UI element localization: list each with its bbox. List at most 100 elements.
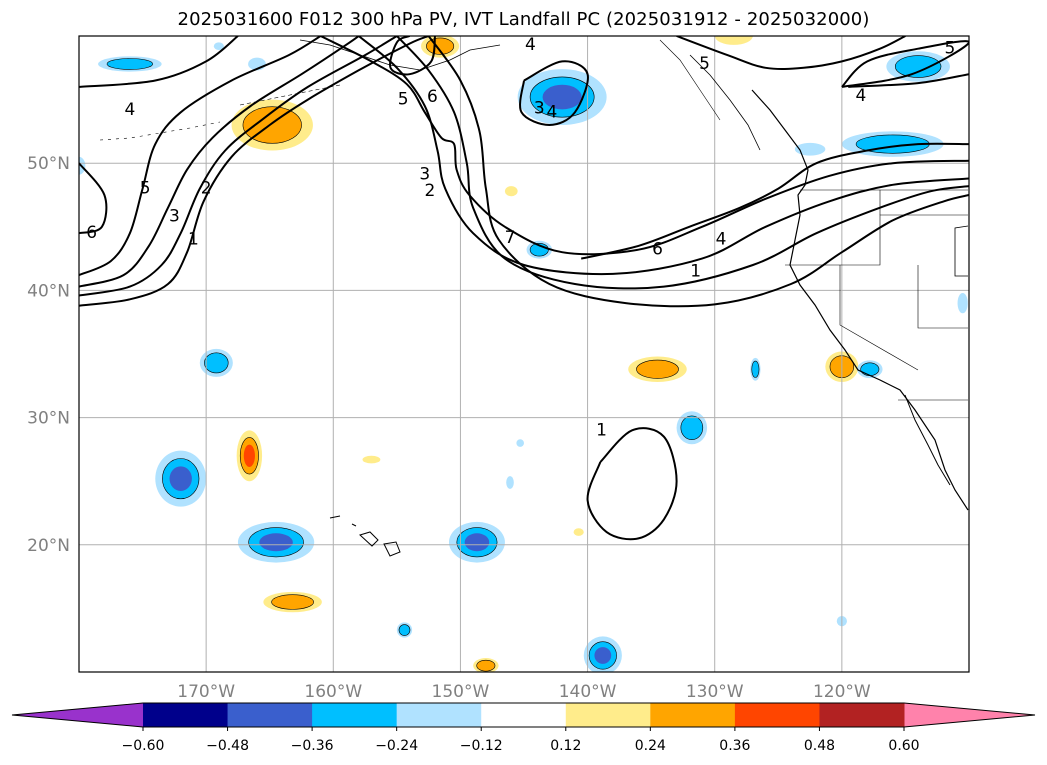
pv-contour-3 xyxy=(519,60,589,127)
negative-pc-anomaly xyxy=(794,142,826,156)
negative-pc-anomaly xyxy=(213,42,224,50)
negative-pc-anomaly xyxy=(526,240,552,259)
anomaly-level xyxy=(594,647,612,664)
colorbar-tick-label: −0.12 xyxy=(460,738,503,754)
lon-tick-label: 130°W xyxy=(686,682,744,702)
colorbar-extend-min xyxy=(12,703,143,727)
pv-contour-label: 6 xyxy=(427,87,438,107)
pv-contour-1 xyxy=(427,36,969,308)
pv-contour-1 xyxy=(586,427,678,541)
latitude-tick-labels: 20°N 30°N 40°N 50°N xyxy=(27,154,70,556)
chart-title: 2025031600 F012 300 hPa PV, IVT Landfall… xyxy=(177,9,870,30)
anomaly-level xyxy=(680,415,704,440)
positive-pc-anomaly xyxy=(473,658,499,672)
map-frame xyxy=(78,35,970,673)
pv-contour-6 xyxy=(389,36,436,76)
colorbar-segment xyxy=(396,703,482,727)
pv-contour-label: 4 xyxy=(547,102,558,122)
negative-pc-anomaly xyxy=(199,348,233,377)
pv-contour-label: 7 xyxy=(505,228,516,248)
lat-tick-label: 30°N xyxy=(27,409,70,429)
pv-contour-label: 1 xyxy=(690,261,701,281)
anomaly-level xyxy=(464,533,490,552)
anomaly-level xyxy=(714,36,753,45)
colorbar-tick-label: −0.60 xyxy=(122,738,165,754)
anomaly-level xyxy=(169,466,192,491)
anomaly-level xyxy=(794,142,826,156)
colorbar-segment xyxy=(565,703,651,727)
positive-pc-anomaly xyxy=(236,430,263,482)
anomaly-level xyxy=(573,528,584,536)
pv-contour-3 xyxy=(358,36,969,276)
pv-contour-label: 3 xyxy=(534,99,545,119)
pv-contour-4 xyxy=(320,36,969,256)
negative-pc-anomaly xyxy=(506,476,514,489)
pv-contour-label: 4 xyxy=(124,100,135,120)
pv-contour-label: 5 xyxy=(398,90,409,110)
colorbar-segment xyxy=(734,703,820,727)
negative-pc-anomaly xyxy=(750,357,761,381)
pv-contour-5 xyxy=(79,36,322,277)
anomaly-level xyxy=(106,58,154,70)
colorbar-tick-label: 0.48 xyxy=(804,738,835,754)
lat-tick-label: 40°N xyxy=(27,281,70,301)
pv-contour-2 xyxy=(79,36,398,297)
negative-pc-anomaly xyxy=(237,521,315,563)
pv-contour-6 xyxy=(79,162,108,235)
pv-contour-3 xyxy=(79,36,360,288)
colorbar-segment xyxy=(312,703,398,727)
anomaly-level xyxy=(542,84,582,110)
lat-tick-label: 50°N xyxy=(27,154,70,174)
colorbar-tick-label: 0.60 xyxy=(888,738,919,754)
negative-pc-anomaly xyxy=(676,411,708,445)
pv-contour-label: 2 xyxy=(201,179,212,199)
negative-pc-anomaly xyxy=(396,622,413,638)
anomaly-level xyxy=(894,55,942,78)
pv-contour-label: 4 xyxy=(716,230,727,250)
anomaly-level xyxy=(213,42,224,50)
pv-contour-2 xyxy=(396,36,969,290)
pv-contour-4 xyxy=(848,73,969,88)
colorbar-segment xyxy=(819,703,905,727)
pv-contour-4 xyxy=(841,40,969,88)
colorbar-tick-label: −0.36 xyxy=(291,738,334,754)
anomaly-level xyxy=(243,444,255,467)
anomaly-level xyxy=(516,439,525,447)
pv-contour-6 xyxy=(580,142,969,260)
positive-pc-anomaly xyxy=(421,36,460,58)
pc-anomaly-layer xyxy=(79,36,968,672)
pv-contour-label: 6 xyxy=(86,223,97,243)
anomaly-level xyxy=(398,624,411,636)
pv-contour-label: 1 xyxy=(596,420,607,440)
anomaly-level xyxy=(259,533,293,552)
negative-pc-anomaly xyxy=(448,521,505,563)
positive-pc-anomaly xyxy=(231,99,313,151)
anomaly-level xyxy=(204,352,229,374)
anomaly-level xyxy=(636,359,679,379)
pv-contour-label: 4 xyxy=(856,86,867,106)
colorbar-segment xyxy=(650,703,736,727)
positive-pc-anomaly xyxy=(362,455,381,464)
lat-tick-label: 20°N xyxy=(27,536,70,556)
negative-pc-anomaly xyxy=(957,292,968,314)
positive-pc-anomaly xyxy=(263,591,322,613)
negative-pc-anomaly xyxy=(155,450,207,507)
pv-contour-label: 4 xyxy=(525,35,536,55)
pv-contour-label: 5 xyxy=(140,179,151,199)
colorbar-tick-label: 0.24 xyxy=(635,738,666,754)
pv-contour-1 xyxy=(79,36,429,307)
lon-tick-label: 170°W xyxy=(177,682,235,702)
colorbar-extend-max xyxy=(904,703,1035,727)
lon-tick-label: 120°W xyxy=(813,682,871,702)
anomaly-level xyxy=(506,476,514,489)
pv-contour-label: 2 xyxy=(425,181,436,201)
lon-tick-label: 140°W xyxy=(559,682,617,702)
positive-pc-anomaly xyxy=(628,356,687,382)
pv-contour-label: 5 xyxy=(945,39,956,59)
pv-contour-layer xyxy=(79,36,969,541)
negative-pc-anomaly xyxy=(516,439,525,447)
negative-pc-anomaly xyxy=(583,636,622,672)
lon-tick-label: 150°W xyxy=(432,682,490,702)
